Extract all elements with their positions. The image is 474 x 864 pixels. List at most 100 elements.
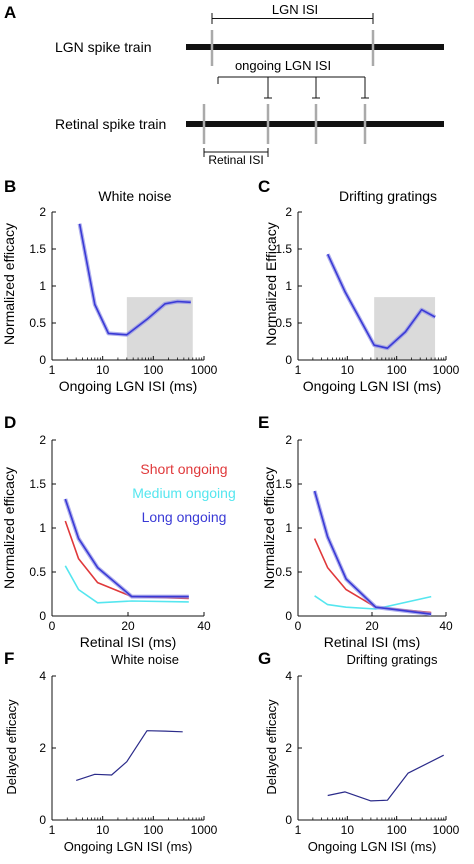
y-axis-label: Delayed efficacy xyxy=(4,699,19,795)
x-axis-label: Retinal ISI (ms) xyxy=(324,634,420,650)
y-tick-label: 1.5 xyxy=(275,242,292,256)
lgn-isi-bracket xyxy=(211,13,374,24)
x-tick-label: 100 xyxy=(143,823,163,837)
series-line-short-ongoing xyxy=(64,520,189,600)
y-tick-label: 2 xyxy=(39,205,46,219)
x-tick-label: 10 xyxy=(96,363,110,377)
series-line-medium-ongoing xyxy=(64,565,189,604)
retinal-isi-label: Retinal ISI xyxy=(208,153,263,167)
y-tick-label: 1.5 xyxy=(29,242,46,256)
y-axis-label: Normalized efficacy xyxy=(261,467,277,589)
y-tick-label: 2 xyxy=(39,741,46,755)
series-line-navy-0 xyxy=(327,754,444,802)
y-tick-label: 1 xyxy=(39,279,46,293)
x-tick-label: 0 xyxy=(295,619,302,633)
x-tick-label: 100 xyxy=(143,363,163,377)
y-tick-label: 0 xyxy=(39,813,46,827)
x-tick-label: 100 xyxy=(387,823,407,837)
y-tick-label: 1 xyxy=(285,279,292,293)
chart-legend: Short ongoing Medium ongoing Long ongoing xyxy=(132,461,236,525)
panel-letter-f: F xyxy=(4,649,14,668)
retinal-train-label: Retinal spike train xyxy=(55,116,166,132)
spike-train-schematic: A LGN spike train Retinal spike train LG… xyxy=(4,2,444,167)
chart-panel-g: G Drifting gratings 0 2 4 1 10 100 1000 Ongoing L… xyxy=(258,649,460,854)
x-tick-label: 1 xyxy=(49,823,56,837)
y-tick-label: 2 xyxy=(285,433,292,447)
x-tick-label: 1000 xyxy=(191,363,218,377)
y-tick-label: 1.5 xyxy=(275,477,292,491)
panel-letter-d: D xyxy=(4,413,16,432)
y-tick-label: 1 xyxy=(39,521,46,535)
y-tick-label: 2 xyxy=(285,205,292,219)
x-axis-label: Ongoing LGN ISI (ms) xyxy=(303,378,442,394)
chart-title: White noise xyxy=(98,188,171,204)
x-axis-label: Ongoing LGN ISI (ms) xyxy=(308,839,437,854)
retinal-isi-bracket xyxy=(203,148,269,157)
y-tick-label: 4 xyxy=(39,669,46,683)
series-line-blue-0 xyxy=(326,253,436,350)
chart-title: White noise xyxy=(111,652,179,667)
panel-letter-g: G xyxy=(258,649,271,668)
y-tick-label: 0.5 xyxy=(29,316,46,330)
shaded-region xyxy=(374,297,436,360)
ongoing-lgn-isi-label: ongoing LGN ISI xyxy=(235,58,331,73)
isi-brackets xyxy=(203,13,374,157)
x-tick-label: 1000 xyxy=(433,363,460,377)
y-tick-label: 4 xyxy=(285,669,292,683)
panel-letter-b: B xyxy=(4,177,16,196)
x-axis-label: Retinal ISI (ms) xyxy=(80,634,176,650)
x-tick-label: 1 xyxy=(49,363,56,377)
panel-letter-e: E xyxy=(258,413,269,432)
chart-title: Drifting gratings xyxy=(346,652,438,667)
y-tick-label: 0 xyxy=(285,609,292,623)
y-tick-label: 2 xyxy=(39,433,46,447)
legend-entry-short-ongoing: Short ongoing xyxy=(140,461,227,477)
spike-marks xyxy=(202,30,375,144)
legend-entry-medium-ongoing: Medium ongoing xyxy=(132,485,236,501)
y-axis-label: Normalized Efficacy xyxy=(263,222,279,345)
y-tick-label: 0.5 xyxy=(29,565,46,579)
x-tick-label: 0 xyxy=(49,619,56,633)
series-line-long-ongoing xyxy=(64,498,189,598)
ongoing-isi-bracket xyxy=(217,76,365,84)
series-line-blue-2 xyxy=(313,490,432,615)
x-tick-label: 40 xyxy=(439,619,453,633)
y-tick-label: 1.5 xyxy=(29,477,46,491)
panel-letter-a: A xyxy=(4,3,16,22)
chart-title: Drifting gratings xyxy=(339,188,437,204)
chart-panel-c: C Drifting gratings 0 0.5 1 1.5 2 1 10 100 1000Ong… xyxy=(258,177,460,394)
y-tick-label: 0 xyxy=(285,813,292,827)
chart-panel-f: F White noise 0 2 4 1 10 100 1000 Ongoing LGN ISI… xyxy=(4,649,218,854)
y-tick-label: 1 xyxy=(285,521,292,535)
x-tick-label: 10 xyxy=(341,363,355,377)
series-line-navy-0 xyxy=(76,730,183,781)
x-axis-label: Ongoing LGN ISI (ms) xyxy=(59,378,198,394)
x-tick-label: 1000 xyxy=(433,823,460,837)
series-line-cyan-1 xyxy=(314,595,432,610)
y-tick-label: 0 xyxy=(39,353,46,367)
y-tick-label: 0.5 xyxy=(275,565,292,579)
x-tick-label: 1 xyxy=(295,823,302,837)
y-axis-label: Delayed efficacy xyxy=(264,699,279,795)
x-tick-label: 40 xyxy=(197,619,211,633)
series-line-blue-0 xyxy=(78,223,191,336)
y-tick-label: 0.5 xyxy=(275,316,292,330)
y-tick-label: 0 xyxy=(39,609,46,623)
y-axis-label: Normalized efficacy xyxy=(1,467,17,589)
x-tick-label: 1 xyxy=(295,363,302,377)
x-tick-label: 1000 xyxy=(191,823,218,837)
lgn-train-label: LGN spike train xyxy=(55,39,151,55)
x-tick-label: 10 xyxy=(96,823,110,837)
x-tick-label: 100 xyxy=(387,363,407,377)
y-tick-label: 2 xyxy=(285,741,292,755)
y-tick-label: 0 xyxy=(285,353,292,367)
x-tick-label: 20 xyxy=(121,619,135,633)
lgn-isi-label: LGN ISI xyxy=(272,2,318,17)
series-band xyxy=(312,490,432,617)
y-axis-label: Normalized efficacy xyxy=(1,223,17,345)
